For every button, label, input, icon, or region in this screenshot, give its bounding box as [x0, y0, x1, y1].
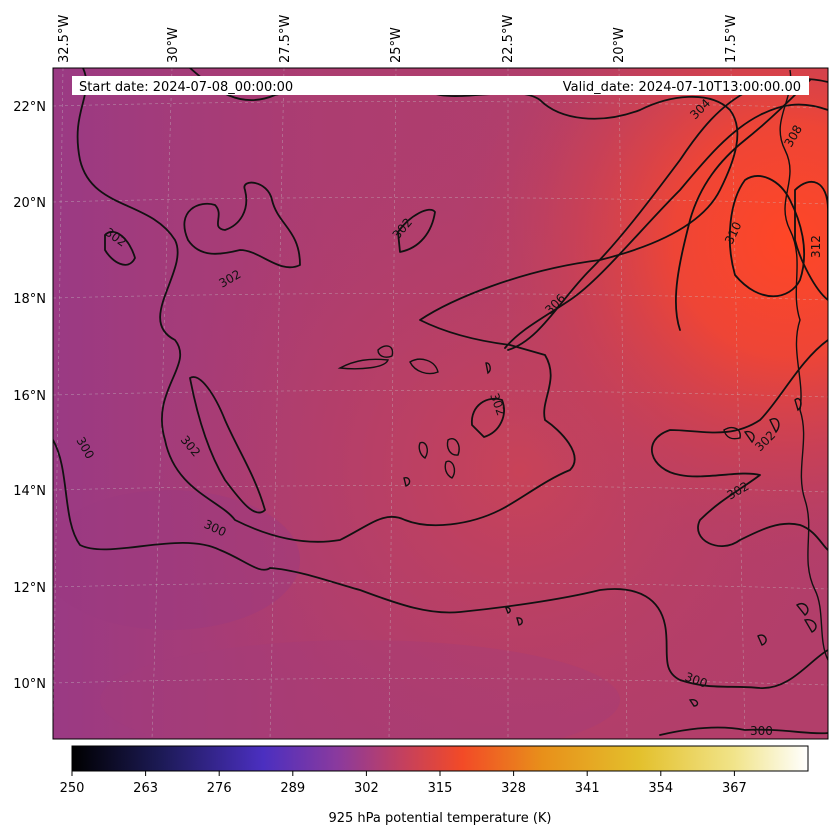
contour-300-far-south — [659, 726, 828, 736]
lon-tick-label: 32.5°W — [57, 15, 72, 63]
lat-tick-label: 22°N — [13, 100, 46, 115]
lon-tick-label: 27.5°W — [278, 15, 293, 63]
colorbar-tick-label: 367 — [722, 781, 747, 796]
islet-1 — [505, 606, 511, 614]
colorbar-tick-label: 263 — [133, 781, 158, 796]
island-sal — [485, 362, 491, 375]
colorbar-tick-label: 341 — [575, 781, 600, 796]
contour-310 — [728, 175, 806, 298]
field-warm-core — [53, 68, 828, 739]
contour-308 — [674, 79, 811, 331]
contour-300-south — [53, 439, 828, 689]
lon-tick-label: 30°W — [166, 27, 181, 63]
start-date-label: Start date: 2024-07-08_00:00:00 — [79, 80, 293, 95]
island-santo-antao — [337, 358, 389, 370]
valid-date-label: Valid_date: 2024-07-10T13:00:00.00 — [563, 80, 801, 95]
contour-302-ring-south — [189, 376, 266, 514]
island-sao-vicente — [377, 345, 394, 358]
lon-tick-label: 22.5°W — [501, 15, 516, 63]
longitude-ticks: 32.5°W 30°W 27.5°W 25°W 22.5°W 20°W 17.5… — [57, 15, 739, 63]
island-fogo — [403, 476, 411, 487]
island-boa-vista — [418, 441, 428, 459]
lon-tick-label: 20°W — [612, 27, 627, 63]
contour-label: 312 — [809, 235, 823, 258]
lat-tick-label: 12°N — [13, 581, 46, 596]
potential-temperature-field — [53, 68, 828, 739]
colorbar: 250 263 276 289 302 315 328 341 354 367 925 hPa p… — [60, 745, 809, 826]
island-sao-nicolau — [409, 358, 439, 375]
islet-2 — [516, 617, 523, 626]
map-frame — [52, 67, 829, 740]
africa-coast — [779, 69, 828, 661]
coastal-east-blobs — [688, 398, 817, 707]
contour-302-east — [651, 339, 828, 551]
graticule — [53, 68, 828, 739]
lat-tick-label: 10°N — [13, 677, 46, 692]
contour-lines — [53, 68, 828, 736]
contour-label: 300 — [750, 724, 773, 738]
contour-302-small-west — [104, 230, 136, 266]
latitude-ticks: 22°N 20°N 18°N 16°N 14°N 12°N 10°N — [13, 100, 46, 692]
contour-306 — [504, 103, 828, 349]
colorbar-title: 925 hPa potential temperature (K) — [328, 811, 551, 826]
colorbar-tick-label: 302 — [354, 781, 379, 796]
colorbar-tick-label: 315 — [428, 781, 453, 796]
colorbar-tick-label: 276 — [207, 781, 232, 796]
colorbar-tick-label: 328 — [501, 781, 526, 796]
contour-312 — [794, 180, 828, 301]
lat-tick-label: 14°N — [13, 484, 46, 499]
lat-tick-label: 20°N — [13, 196, 46, 211]
contour-302-mid-blob — [471, 397, 505, 438]
info-banner — [72, 76, 809, 95]
colorbar-tick-label: 250 — [60, 781, 85, 796]
lat-tick-label: 16°N — [13, 389, 46, 404]
colorbar-gradient — [71, 745, 809, 772]
lon-tick-label: 17.5°W — [724, 15, 739, 63]
colorbar-tick-label: 289 — [280, 781, 305, 796]
contour-302-inner-west — [183, 181, 301, 269]
lon-tick-label: 25°W — [389, 27, 404, 63]
coastlines — [337, 69, 828, 707]
colorbar-tick-label: 354 — [648, 781, 673, 796]
field-cool-south — [100, 640, 620, 739]
contour-302-east-blob — [397, 208, 436, 253]
lat-tick-label: 18°N — [13, 292, 46, 307]
island-santiago — [444, 460, 456, 479]
field-cool-patch — [53, 490, 300, 630]
island-maio — [446, 438, 460, 456]
colorbar-ticks: 250 263 276 289 302 315 328 341 354 367 — [60, 771, 747, 796]
